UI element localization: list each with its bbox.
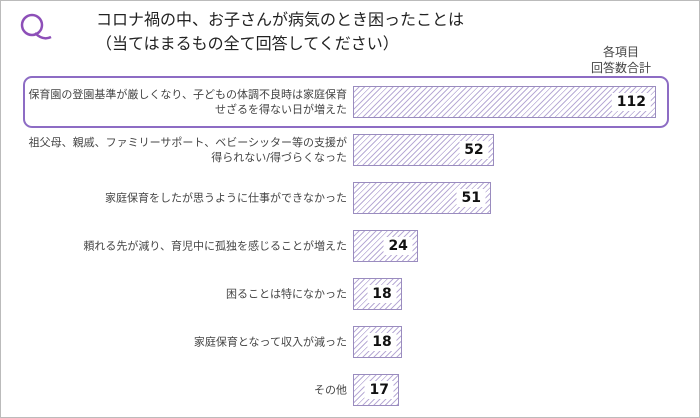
highlight-box bbox=[23, 76, 669, 128]
value-header: 各項目 bbox=[602, 45, 639, 59]
category-label: 祖父母、親戚、ファミリーサポート、ベビーシッター等の支援が得られない/得づらくな… bbox=[28, 136, 347, 164]
bar bbox=[353, 86, 656, 118]
value-label: 52 bbox=[459, 141, 489, 159]
category-label: 困ることは特になかった bbox=[226, 287, 347, 301]
category-label: その他 bbox=[314, 383, 347, 397]
category-label: 頼れる先が減り、育児中に孤独を感じることが増えた bbox=[83, 239, 347, 253]
chart-subtitle: （当てはまるもの全て回答してください） bbox=[96, 34, 399, 53]
value-label: 51 bbox=[456, 189, 486, 207]
value-label: 18 bbox=[367, 285, 397, 303]
chart-title: コロナ禍の中、お子さんが病気のとき困ったことは bbox=[96, 10, 465, 29]
category-label: 家庭保育をしたが思うように仕事ができなかった bbox=[105, 191, 347, 205]
value-label: 112 bbox=[611, 93, 651, 111]
logo bbox=[20, 13, 52, 40]
value-label: 17 bbox=[364, 381, 394, 399]
value-header: 回答数合計 bbox=[590, 61, 651, 75]
value-label: 24 bbox=[383, 237, 413, 255]
value-label: 18 bbox=[367, 333, 397, 351]
category-label: 保育園の登園基準が厳しくなり、子どもの体調不良時は家庭保育せざるを得ない日が増え… bbox=[28, 88, 347, 116]
category-label: 家庭保育となって収入が減った bbox=[193, 335, 347, 349]
